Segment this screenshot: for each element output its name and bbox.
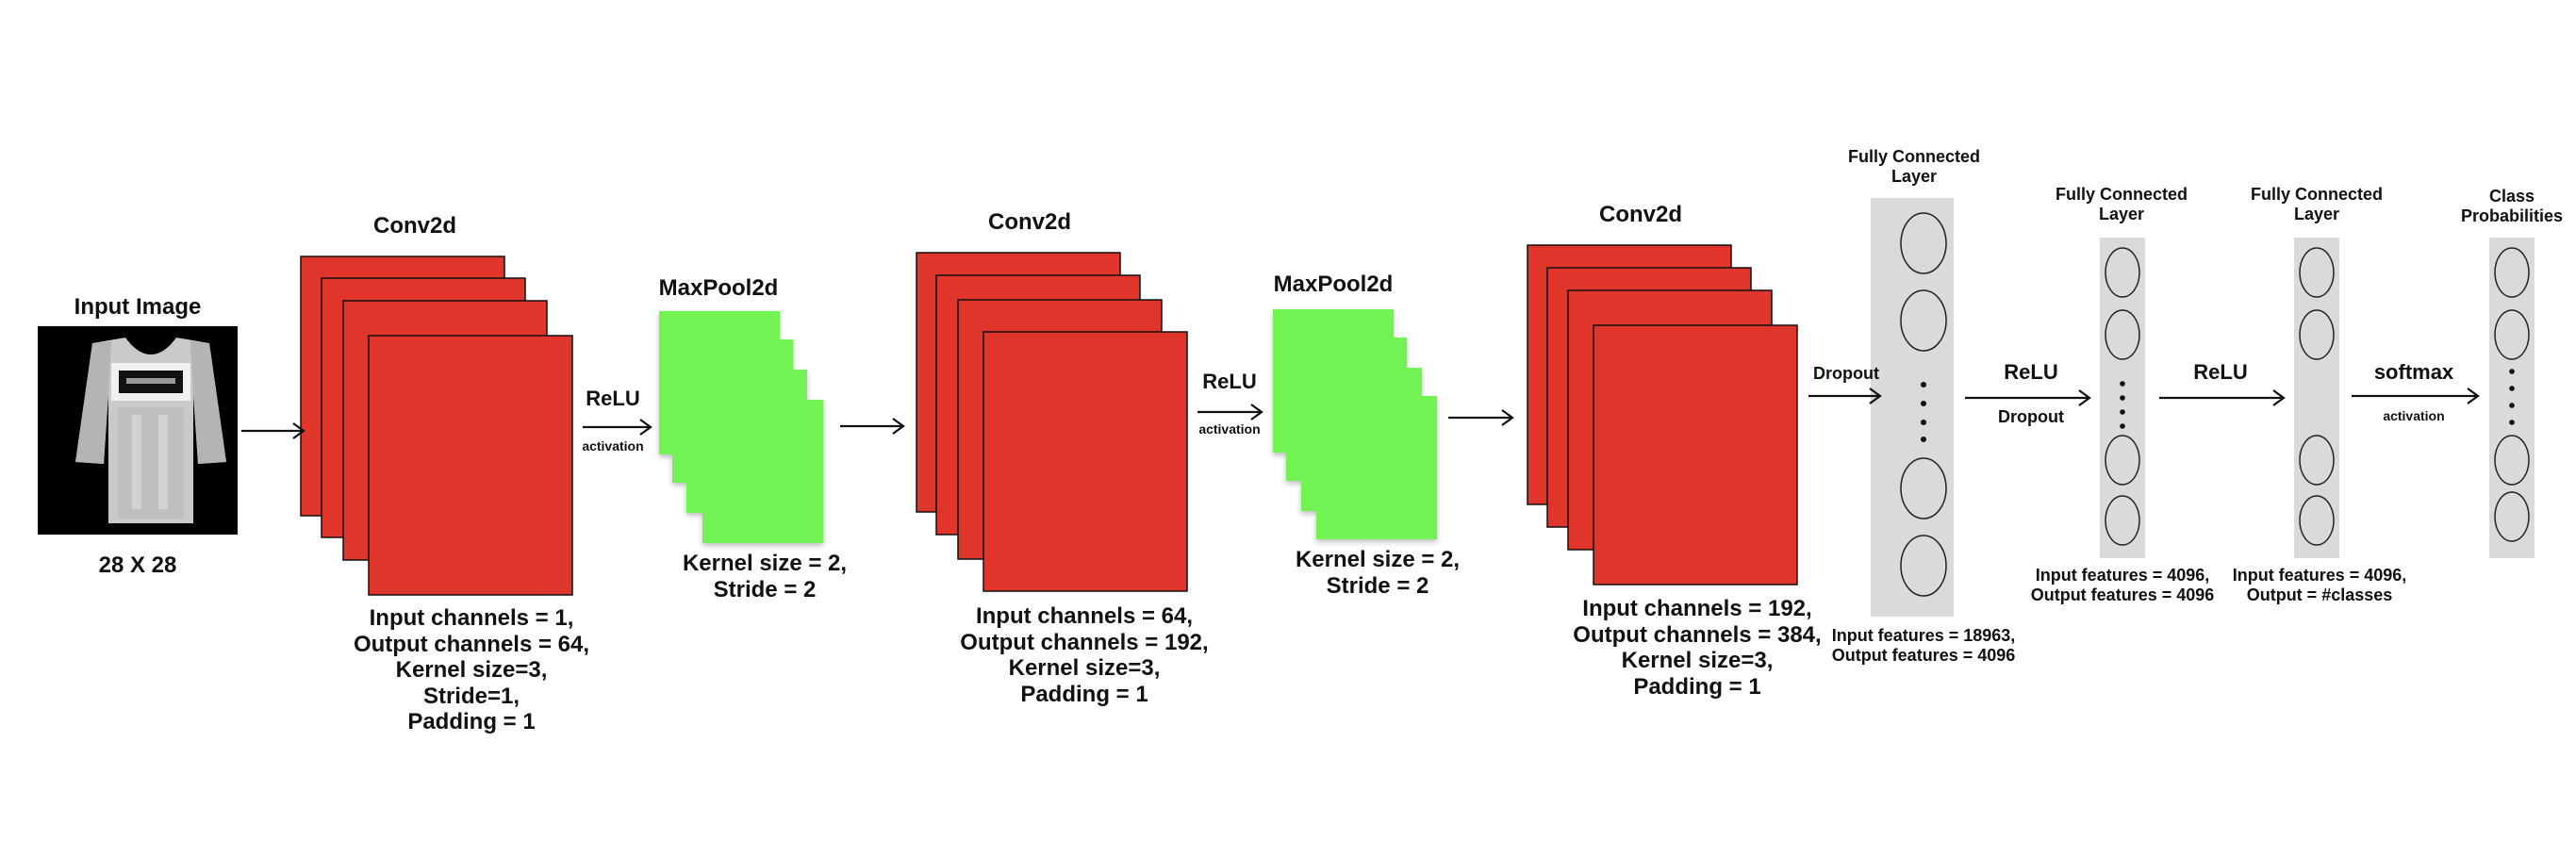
output-title: Class Probabilities [2460, 187, 2564, 225]
pool2-feature-maps [1273, 309, 1437, 539]
ellipsis-dot [2120, 395, 2125, 401]
neuron [2105, 435, 2140, 486]
arrow-pool2-to-conv3 [1448, 409, 1514, 426]
fc1-layer [1871, 198, 1954, 617]
relu2-sub: activation [1198, 421, 1261, 437]
fc2-params: Input features = 4096, Output features =… [2030, 566, 2215, 604]
neuron [2299, 495, 2335, 546]
softmax-sub: activation [2383, 408, 2445, 423]
pool1-feature-maps [659, 311, 823, 543]
ellipsis-dot [2120, 409, 2125, 415]
pool2-title: MaxPool2d [1273, 272, 1394, 297]
neuron [2299, 309, 2335, 360]
neuron [2105, 309, 2140, 360]
ellipsis-dot [2509, 403, 2515, 408]
neuron [2299, 435, 2335, 486]
conv1-params: Input channels = 1, Output channels = 64… [353, 605, 590, 735]
ellipsis-dot [1921, 437, 1926, 442]
relu1-sub: activation [582, 438, 644, 453]
conv3-feature-maps [1527, 244, 1798, 585]
relu2-label: ReLU [1202, 370, 1257, 393]
ellipsis-dot [2509, 420, 2515, 425]
arrow-conv2-to-pool2 [1197, 404, 1263, 420]
neuron [1900, 457, 1947, 519]
relu3-label: ReLU [2004, 360, 2058, 384]
arrows [241, 388, 2480, 439]
ellipsis-dot [2120, 381, 2125, 387]
conv2-feature-maps [916, 252, 1188, 592]
ellipsis-dot [2120, 423, 2125, 429]
pool1-params: Kernel size = 2, Stride = 2 [682, 551, 848, 602]
neuron [2299, 247, 2335, 298]
ellipsis-dot [2509, 386, 2515, 391]
dropout1-label: Dropout [1813, 364, 1879, 383]
arrow-fc1-to-fc2 [1965, 389, 2091, 406]
pool2-params: Kernel size = 2, Stride = 2 [1295, 547, 1461, 599]
output-layer [2489, 238, 2535, 558]
ellipsis-dot [1921, 420, 1926, 425]
conv2-params: Input channels = 64, Output channels = 1… [960, 603, 1209, 707]
relu3-sub: Dropout [1998, 407, 2064, 426]
neuron [1900, 289, 1947, 352]
arrow-conv1-to-pool1 [583, 419, 652, 436]
arrow-fc3-to-output [2352, 388, 2480, 404]
conv1-title: Conv2d [372, 213, 456, 239]
neuron [2494, 247, 2530, 298]
fc3-params: Input features = 4096, Output = #classes [2232, 566, 2407, 604]
input-image [38, 326, 238, 535]
fc3-layer [2294, 238, 2339, 558]
neuron [2105, 495, 2140, 546]
conv3-params: Input channels = 192, Output channels = … [1573, 596, 1822, 700]
neuron [2494, 309, 2530, 360]
neuron [2494, 435, 2530, 486]
fc2-layer [2100, 238, 2145, 558]
relu1-label: ReLU [586, 387, 640, 410]
fc1-title: Fully Connected Layer [1847, 147, 1980, 186]
input-size-label: 28 X 28 [98, 552, 177, 578]
fc2-title: Fully Connected Layer [2055, 185, 2188, 223]
ellipsis-dot [1921, 382, 1926, 388]
ellipsis-dot [1921, 401, 1926, 406]
neuron [1900, 212, 1947, 274]
arrow-conv3-to-fc1 [1808, 388, 1882, 404]
fc3-title: Fully Connected Layer [2250, 185, 2383, 223]
arrow-input-to-conv1 [241, 422, 305, 439]
neuron [2105, 247, 2140, 298]
fc1-params: Input features = 18963, Output features … [1831, 626, 2016, 665]
arrow-pool1-to-conv2 [840, 418, 905, 435]
softmax-label: softmax [2373, 360, 2454, 384]
ellipsis-dot [2509, 369, 2515, 374]
neuron [1900, 535, 1947, 597]
conv2-title: Conv2d [987, 209, 1071, 235]
conv3-title: Conv2d [1598, 202, 1682, 227]
neuron [2494, 491, 2530, 542]
arrow-fc2-to-fc3 [2159, 389, 2286, 406]
pool1-title: MaxPool2d [658, 275, 779, 301]
relu4-label: ReLU [2193, 360, 2248, 384]
input-image-title: Input Image [74, 294, 202, 320]
conv1-feature-maps [300, 256, 573, 596]
